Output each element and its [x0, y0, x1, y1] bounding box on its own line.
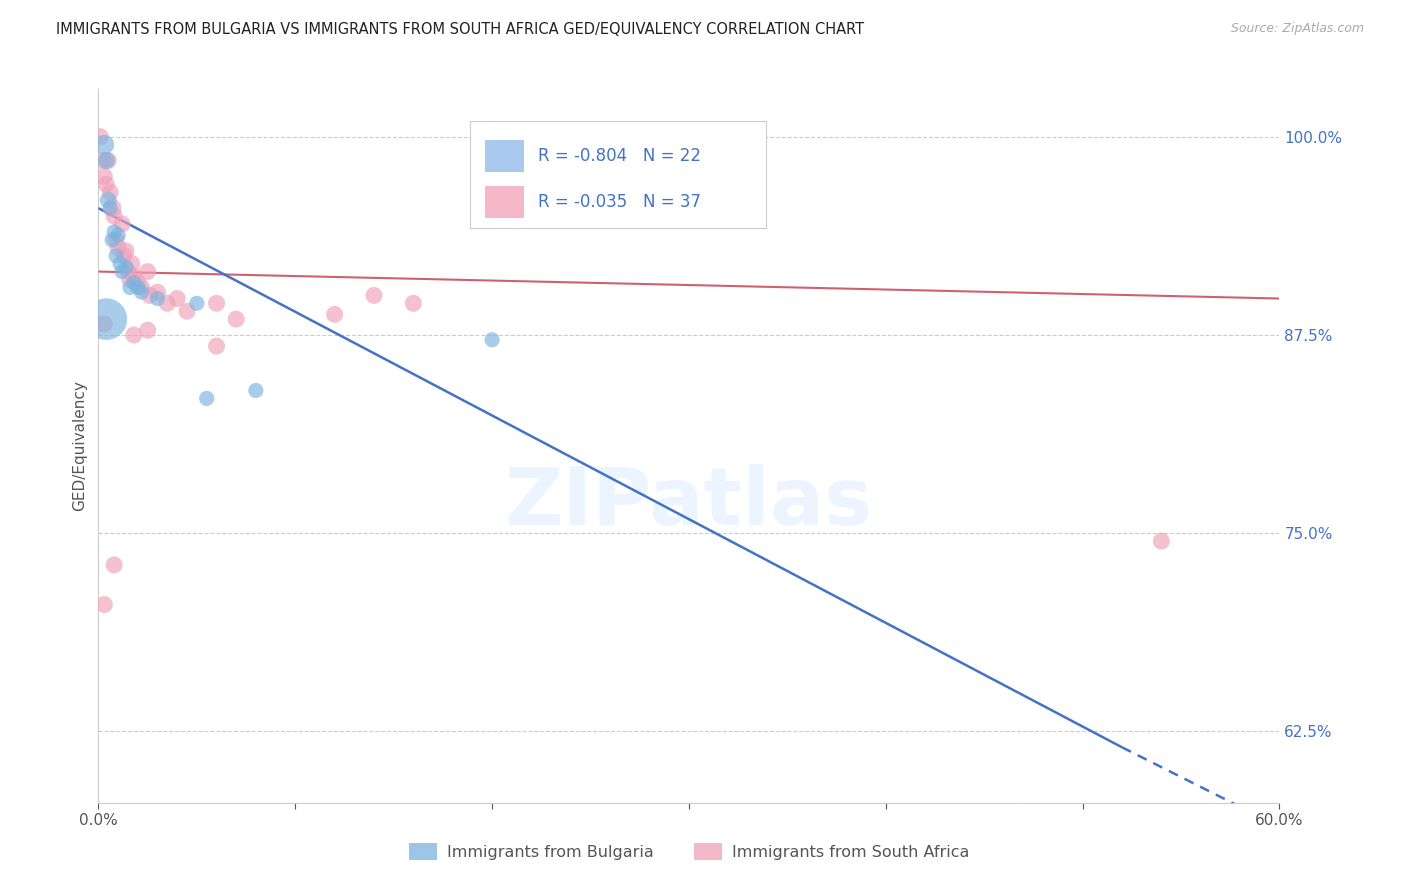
- Point: [131, 285, 153, 300]
- Point: [156, 296, 179, 310]
- Point: [138, 288, 160, 302]
- Point: [105, 249, 128, 263]
- Point: [98, 201, 121, 215]
- Point: [108, 257, 131, 271]
- Point: [105, 233, 128, 247]
- Point: [107, 228, 129, 243]
- Text: Source: ZipAtlas.com: Source: ZipAtlas.com: [1230, 22, 1364, 36]
- Point: [186, 296, 208, 310]
- Point: [103, 225, 125, 239]
- Point: [98, 186, 121, 200]
- Point: [103, 558, 125, 572]
- Point: [131, 280, 153, 294]
- Point: [93, 598, 115, 612]
- Point: [115, 260, 138, 274]
- Point: [205, 339, 228, 353]
- Point: [96, 153, 118, 168]
- Point: [245, 384, 267, 398]
- Point: [146, 285, 169, 300]
- Point: [127, 276, 149, 290]
- Point: [122, 328, 145, 343]
- Point: [96, 178, 118, 192]
- Point: [1012, 804, 1035, 818]
- Point: [115, 244, 138, 258]
- Point: [122, 276, 145, 290]
- Point: [93, 137, 115, 152]
- Point: [89, 129, 111, 144]
- Point: [97, 153, 120, 168]
- Point: [101, 201, 124, 215]
- Point: [107, 241, 129, 255]
- Point: [225, 312, 247, 326]
- Point: [323, 307, 346, 321]
- Point: [481, 333, 503, 347]
- Point: [96, 312, 118, 326]
- Point: [118, 280, 141, 294]
- Point: [402, 296, 425, 310]
- Point: [363, 288, 385, 302]
- Point: [1150, 534, 1173, 549]
- Point: [111, 264, 134, 278]
- Point: [127, 280, 149, 294]
- Y-axis label: GED/Equivalency: GED/Equivalency: [72, 381, 87, 511]
- Point: [136, 264, 159, 278]
- Point: [93, 169, 115, 184]
- Legend: Immigrants from Bulgaria, Immigrants from South Africa: Immigrants from Bulgaria, Immigrants fro…: [402, 837, 976, 866]
- Point: [195, 392, 218, 406]
- Point: [97, 193, 120, 207]
- Point: [121, 257, 143, 271]
- Text: ZIPatlas: ZIPatlas: [505, 464, 873, 542]
- Point: [112, 249, 135, 263]
- Point: [146, 292, 169, 306]
- Point: [103, 209, 125, 223]
- Point: [117, 264, 139, 278]
- Point: [122, 269, 145, 284]
- Point: [166, 292, 188, 306]
- Point: [91, 153, 114, 168]
- Point: [176, 304, 198, 318]
- Point: [93, 317, 115, 331]
- Point: [111, 217, 134, 231]
- Point: [118, 272, 141, 286]
- Point: [136, 323, 159, 337]
- Point: [101, 233, 124, 247]
- Point: [205, 296, 228, 310]
- Text: IMMIGRANTS FROM BULGARIA VS IMMIGRANTS FROM SOUTH AFRICA GED/EQUIVALENCY CORRELA: IMMIGRANTS FROM BULGARIA VS IMMIGRANTS F…: [56, 22, 865, 37]
